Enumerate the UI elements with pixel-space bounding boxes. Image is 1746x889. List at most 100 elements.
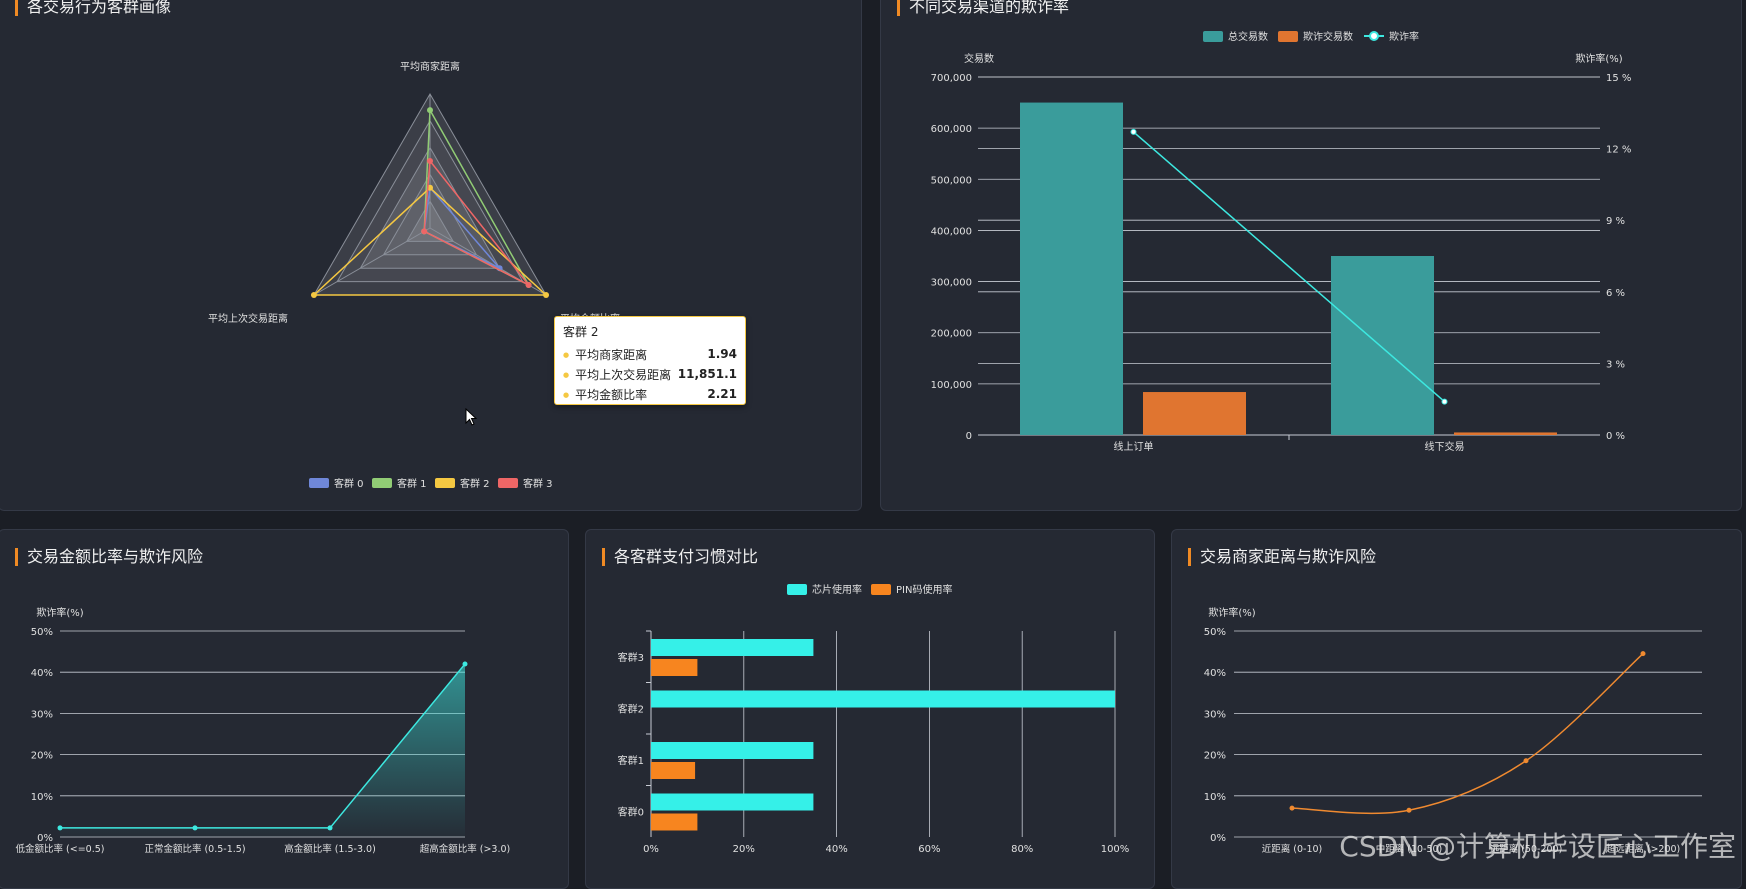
- radar-series-polygon: [423, 159, 530, 286]
- amount-x-tick: 高金额比率 (1.5-3.0): [284, 843, 376, 855]
- radar-legend-label: 客群 3: [523, 477, 553, 490]
- pay-bar-chip: [651, 742, 814, 759]
- distance-x-tick: 远距离 (50-200): [1490, 843, 1563, 855]
- radar-indicator-label: 平均上次交易距离: [208, 312, 288, 325]
- tooltip-row-label: 平均商家距离: [563, 346, 647, 363]
- tooltip-row-value: 1.94: [707, 347, 737, 361]
- channel-legend-label: 总交易数: [1228, 30, 1268, 43]
- channel-y-tick-left: 300,000: [931, 278, 972, 289]
- channel-y-tick-right: 9 %: [1606, 216, 1625, 227]
- tooltip-row-label: 平均上次交易距离: [563, 366, 671, 383]
- pay-y-tick: 客群3: [618, 651, 644, 664]
- amount-x-tick: 正常金额比率 (0.5-1.5): [144, 843, 245, 855]
- pay-bar-pin: [651, 813, 698, 831]
- distance-x-tick: 超远距离 (>200): [1606, 843, 1681, 855]
- radar-point: [427, 107, 433, 114]
- tooltip-row-label: 平均金额比率: [563, 386, 647, 403]
- amount-line: [60, 663, 466, 829]
- distance-y-label: 欺诈率(%): [1208, 606, 1255, 619]
- radar-legend-swatch: [498, 478, 518, 488]
- radar-legend-label: 客群 0: [334, 477, 364, 490]
- pay-bar-chip: [651, 793, 814, 811]
- amount-panel-title: 交易金额比率与欺诈风险: [15, 548, 203, 566]
- pay-x-tick: 60%: [918, 844, 940, 855]
- radar-legend-label: 客群 2: [460, 477, 490, 490]
- distance-point: [1406, 807, 1412, 813]
- distance-point: [1523, 758, 1529, 764]
- radar-point: [427, 158, 433, 164]
- distance-y-tick: 20%: [1204, 751, 1226, 762]
- channel-legend-swatch: [1278, 31, 1298, 42]
- tooltip-row-value: 11,851.1: [677, 367, 737, 381]
- channel-y-tick-left: 700,000: [931, 73, 972, 84]
- pay-legend-label: 芯片使用率: [812, 583, 862, 596]
- tooltip-row: 平均商家距离 1.94: [563, 344, 737, 364]
- pay-x-tick: 40%: [825, 844, 847, 855]
- distance-point: [1640, 651, 1646, 657]
- channel-panel-title: 不同交易渠道的欺诈率: [897, 0, 1069, 16]
- tooltip-row: 平均上次交易距离 11,851.1: [563, 364, 737, 384]
- channel-y-tick-left: 400,000: [931, 226, 972, 237]
- distance-panel: 交易商家距离与欺诈风险: [1171, 529, 1742, 889]
- amount-x-tick: 超高金额比率 (>3.0): [420, 843, 511, 855]
- amount-x-tick: 低金额比率 (<=0.5): [16, 843, 105, 855]
- channel-y-tick-left: 100,000: [931, 380, 972, 391]
- pay-y-tick: 客群1: [618, 754, 644, 767]
- channel-y-tick-left: 600,000: [931, 124, 972, 135]
- mouse-cursor-icon: [465, 408, 478, 426]
- channel-bar: [1020, 102, 1123, 436]
- amount-y-tick: 30%: [31, 709, 53, 720]
- radar-point: [421, 228, 428, 235]
- radar-tooltip: 客群 2 平均商家距离 1.94 平均上次交易距离 11,851.1 平均金额比率 2…: [554, 316, 746, 405]
- channel-fraud-point: [1130, 128, 1137, 135]
- pay-bar-pin: [651, 659, 698, 676]
- pay-x-tick: 0%: [643, 844, 659, 855]
- distance-y-tick: 40%: [1204, 668, 1226, 679]
- radar-panel: 各交易行为客群画像: [0, 0, 862, 511]
- channel-y-tick-left: 0: [966, 431, 972, 442]
- tooltip-row-value: 2.21: [707, 387, 737, 401]
- channel-y-tick-right: 0 %: [1606, 431, 1625, 442]
- radar-legend-swatch: [435, 478, 455, 488]
- channel-y-tick-right: 12 %: [1606, 145, 1631, 156]
- radar-legend-swatch: [372, 478, 392, 488]
- pay-x-tick: 100%: [1101, 844, 1130, 855]
- distance-y-tick: 10%: [1204, 792, 1226, 803]
- channel-y-tick-right: 15 %: [1606, 73, 1631, 84]
- distance-x-tick: 近距离 (0-10): [1262, 843, 1323, 855]
- amount-y-tick: 0%: [37, 833, 53, 844]
- channel-x-tick: 线下交易: [1425, 440, 1465, 453]
- channel-y-tick-left: 500,000: [931, 175, 972, 186]
- distance-panel-title: 交易商家距离与欺诈风险: [1188, 548, 1376, 566]
- channel-legend-label: 欺诈交易数: [1303, 30, 1353, 43]
- pay-y-tick: 客群0: [618, 805, 644, 818]
- channel-y-tick-right: 3 %: [1606, 359, 1625, 370]
- distance-y-tick: 0%: [1210, 833, 1226, 844]
- pay-bar-pin: [651, 762, 696, 779]
- distance-x-tick: 中距离 (10-50): [1376, 843, 1443, 855]
- radar-series-polygon: [423, 186, 501, 269]
- radar-point: [525, 281, 532, 288]
- amount-y-tick: 10%: [31, 792, 53, 803]
- radar-legend-label: 客群 1: [397, 477, 427, 490]
- pay-bar-chip: [651, 690, 1115, 708]
- distance-point: [1289, 805, 1295, 811]
- channel-y-tick-left: 200,000: [931, 329, 972, 340]
- channel-bar: [1331, 256, 1434, 435]
- amount-area-fill: [60, 663, 465, 837]
- pay-y-tick: 客群2: [618, 702, 644, 715]
- radar-indicator-label: 平均商家距离: [400, 60, 460, 73]
- pay-legend-label: PIN码使用率: [896, 583, 952, 596]
- pay-legend-swatch: [871, 584, 891, 595]
- amount-point: [462, 661, 468, 667]
- distance-y-tick: 50%: [1204, 627, 1226, 638]
- channel-legend-swatch: [1203, 31, 1223, 42]
- channel-bar: [1454, 432, 1557, 435]
- radar-axis-line: [313, 227, 431, 296]
- channel-y-tick-right: 6 %: [1606, 288, 1625, 299]
- distance-line: [1291, 653, 1644, 815]
- channel-legend-swatch: [1369, 31, 1379, 41]
- pay-panel-title: 各客群支付习惯对比: [602, 548, 758, 566]
- pay-x-tick: 20%: [733, 844, 755, 855]
